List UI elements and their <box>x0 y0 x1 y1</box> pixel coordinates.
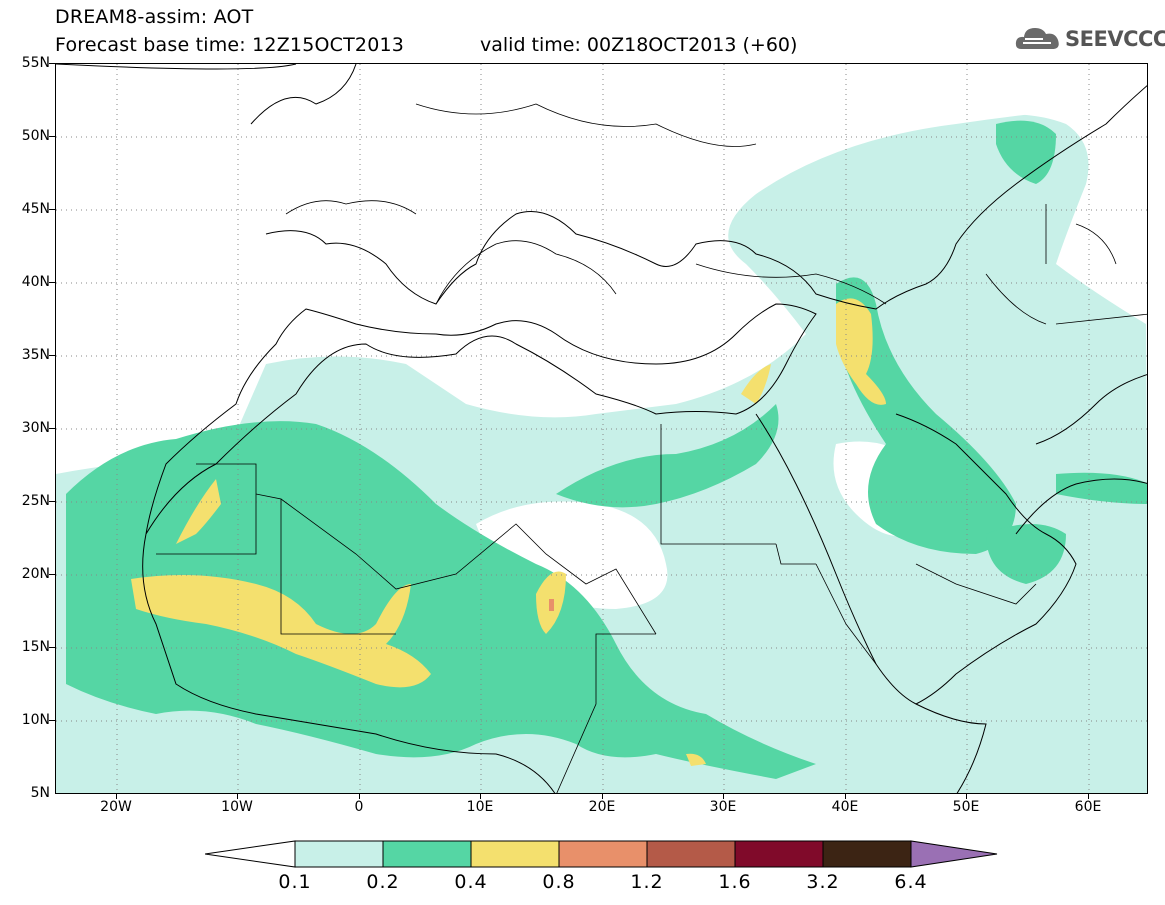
lat-label-55n: 55N <box>21 55 50 71</box>
map-title: DREAM8-assim: AOT <box>55 6 254 28</box>
lon-label-40e: 40E <box>831 799 859 815</box>
lat-tick <box>49 209 55 210</box>
aot-level-0-2 <box>66 120 1147 779</box>
lon-label-0: 0 <box>354 799 364 815</box>
valid-time: valid time: 00Z18OCT2013 (+60) <box>480 34 798 56</box>
colorbar-swatch <box>382 840 472 868</box>
lat-label-50n: 50N <box>21 128 50 144</box>
lat-tick <box>49 63 55 64</box>
colorbar <box>205 840 998 868</box>
aot-level-0-8 <box>549 599 554 611</box>
colorbar-label: 3.2 <box>806 871 840 893</box>
colorbar-under-arrow <box>205 840 296 868</box>
forecast-base-time: Forecast base time: 12Z15OCT2013 <box>55 34 405 56</box>
lat-label-20n: 20N <box>21 566 50 582</box>
colorbar-swatch <box>822 840 912 868</box>
colorbar-over-arrow <box>910 840 998 868</box>
colorbar-label: 0.1 <box>278 871 312 893</box>
lon-tick <box>966 794 967 799</box>
colorbar-swatch <box>558 840 648 868</box>
graticule <box>56 64 1147 793</box>
lon-tick <box>845 794 846 799</box>
country-borders <box>156 103 1147 793</box>
colorbar-label: 0.2 <box>366 871 400 893</box>
colorbar-label: 6.4 <box>894 871 928 893</box>
lat-tick <box>49 501 55 502</box>
lon-label-50e: 50E <box>952 799 980 815</box>
lat-label-40n: 40N <box>21 274 50 290</box>
lon-tick <box>1088 794 1089 799</box>
colorbar-swatch <box>646 840 736 868</box>
cloud-icon <box>1015 28 1059 49</box>
colorbar-swatch <box>470 840 560 868</box>
colorbar-label: 1.6 <box>718 871 752 893</box>
lat-label-45n: 45N <box>21 201 50 217</box>
map-frame <box>55 63 1148 794</box>
aot-map <box>56 64 1147 793</box>
lon-tick <box>116 794 117 799</box>
lon-label-20w: 20W <box>100 799 132 815</box>
lon-tick <box>480 794 481 799</box>
seevccc-logo: SEEVCCC <box>1015 25 1165 55</box>
lat-label-15n: 15N <box>21 639 50 655</box>
lat-label-35n: 35N <box>21 347 50 363</box>
lon-tick <box>723 794 724 799</box>
lon-label-60e: 60E <box>1074 799 1102 815</box>
lat-label-30n: 30N <box>21 420 50 436</box>
lon-label-20e: 20E <box>588 799 616 815</box>
lat-tick <box>49 647 55 648</box>
lat-label-10n: 10N <box>21 712 50 728</box>
lat-label-25n: 25N <box>21 493 50 509</box>
lon-tick <box>237 794 238 799</box>
coastlines <box>56 64 1147 793</box>
lat-tick <box>49 282 55 283</box>
colorbar-label: 1.2 <box>630 871 664 893</box>
colorbar-swatch <box>294 840 384 868</box>
colorbar-label: 0.4 <box>454 871 488 893</box>
lat-tick <box>49 428 55 429</box>
colorbar-label: 0.8 <box>542 871 576 893</box>
lat-tick <box>49 574 55 575</box>
lon-label-10e: 10E <box>466 799 494 815</box>
lat-tick <box>49 720 55 721</box>
lon-tick <box>602 794 603 799</box>
colorbar-swatch <box>734 840 824 868</box>
logo-text: SEEVCCC <box>1065 27 1165 51</box>
lon-label-10w: 10W <box>221 799 253 815</box>
lat-tick <box>49 355 55 356</box>
lat-tick <box>49 136 55 137</box>
lon-label-30e: 30E <box>709 799 737 815</box>
lat-label-5n: 5N <box>30 785 50 801</box>
lon-tick <box>359 794 360 799</box>
